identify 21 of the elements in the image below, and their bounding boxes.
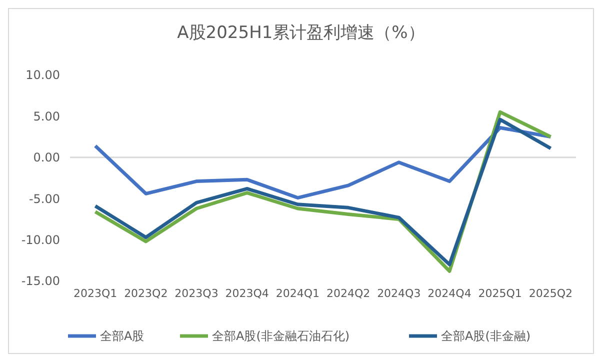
y-tick-label: 5.00 — [33, 109, 60, 124]
x-tick-label: 2024Q4 — [428, 287, 472, 300]
x-tick-label: 2024Q2 — [326, 287, 370, 300]
legend-label: 全部A股(非金融) — [441, 329, 531, 344]
x-tick-label: 2025Q1 — [478, 287, 522, 300]
x-tick-label: 2023Q2 — [124, 287, 168, 300]
x-tick-label: 2023Q3 — [174, 287, 218, 300]
chart-title: A股2025H1累计盈利增速（%） — [177, 23, 425, 43]
line-series — [94, 126, 552, 200]
y-tick-label: 10.00 — [26, 68, 60, 82]
x-tick-label: 2024Q1 — [276, 287, 320, 300]
x-tick-label: 2025Q2 — [528, 287, 573, 300]
x-tick-label: 2024Q3 — [377, 287, 421, 300]
y-tick-label: -15.00 — [21, 274, 60, 288]
x-tick-label: 2023Q1 — [73, 287, 118, 300]
y-tick-label: 0.00 — [33, 150, 60, 165]
x-tick-label: 2023Q4 — [225, 287, 269, 300]
legend-label: 全部A股(非金融石油石化) — [212, 329, 350, 344]
y-tick-label: -10.00 — [21, 233, 60, 247]
y-tick-label: -5.00 — [28, 192, 60, 206]
legend-label: 全部A股 — [100, 329, 144, 344]
